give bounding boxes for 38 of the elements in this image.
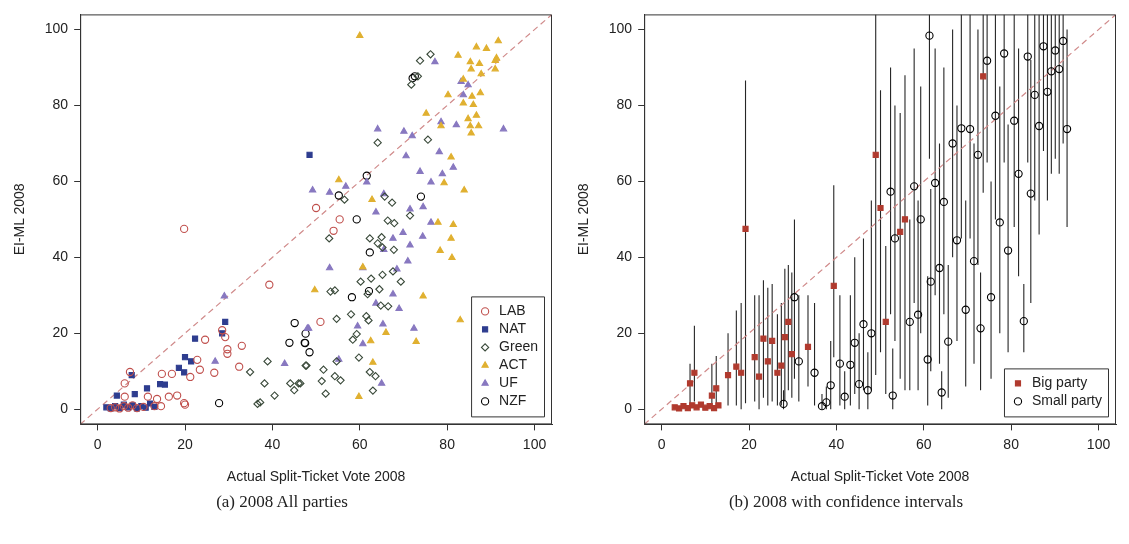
x-tick-label: 80 [439,435,456,452]
x-tick-label: 80 [1003,435,1020,452]
y-axis-title: EI-ML 2008 [575,183,592,256]
text: (a) 2008 All parties [216,492,348,512]
y-tick-label: 60 [616,172,633,189]
x-tick-label: 0 [93,435,102,452]
x-tick-label: 0 [657,435,666,452]
y-axis-title: EI-ML 2008 [11,183,28,256]
legend-label: NZF [499,392,527,409]
y-tick-label: 40 [52,248,69,265]
x-tick-label: 100 [522,435,547,452]
y-tick-label: 80 [616,96,633,113]
y-tick-label: 100 [44,20,69,37]
y-tick-label: 20 [616,324,633,341]
x-axis-title: Actual Split-Ticket Vote 2008 [226,468,406,485]
x-tick-label: 100 [1086,435,1111,452]
y-tick-label: 40 [616,248,633,265]
x-tick-label: 40 [264,435,281,452]
y-tick-label: 60 [52,172,69,189]
legend-label: LAB [499,302,526,319]
legend-label: UF [499,374,518,391]
legend-label: Green [499,338,539,355]
y-tick-label: 20 [52,324,69,341]
y-tick-label: 80 [52,96,69,113]
x-tick-label: 20 [177,435,194,452]
x-axis-title: Actual Split-Ticket Vote 2008 [790,468,970,485]
y-tick-label: 0 [60,400,69,417]
legend-label: Big party [1031,374,1088,391]
x-tick-label: 60 [915,435,932,452]
x-tick-label: 40 [828,435,845,452]
y-tick-label: 100 [608,20,633,37]
x-tick-label: 20 [741,435,758,452]
x-tick-label: 60 [351,435,368,452]
y-tick-label: 0 [624,400,633,417]
legend-label: Small party [1031,392,1103,409]
legend-label: ACT [499,356,528,373]
legend-label: NAT [499,320,527,337]
text: (b) 2008 with confidence intervals [728,492,964,512]
